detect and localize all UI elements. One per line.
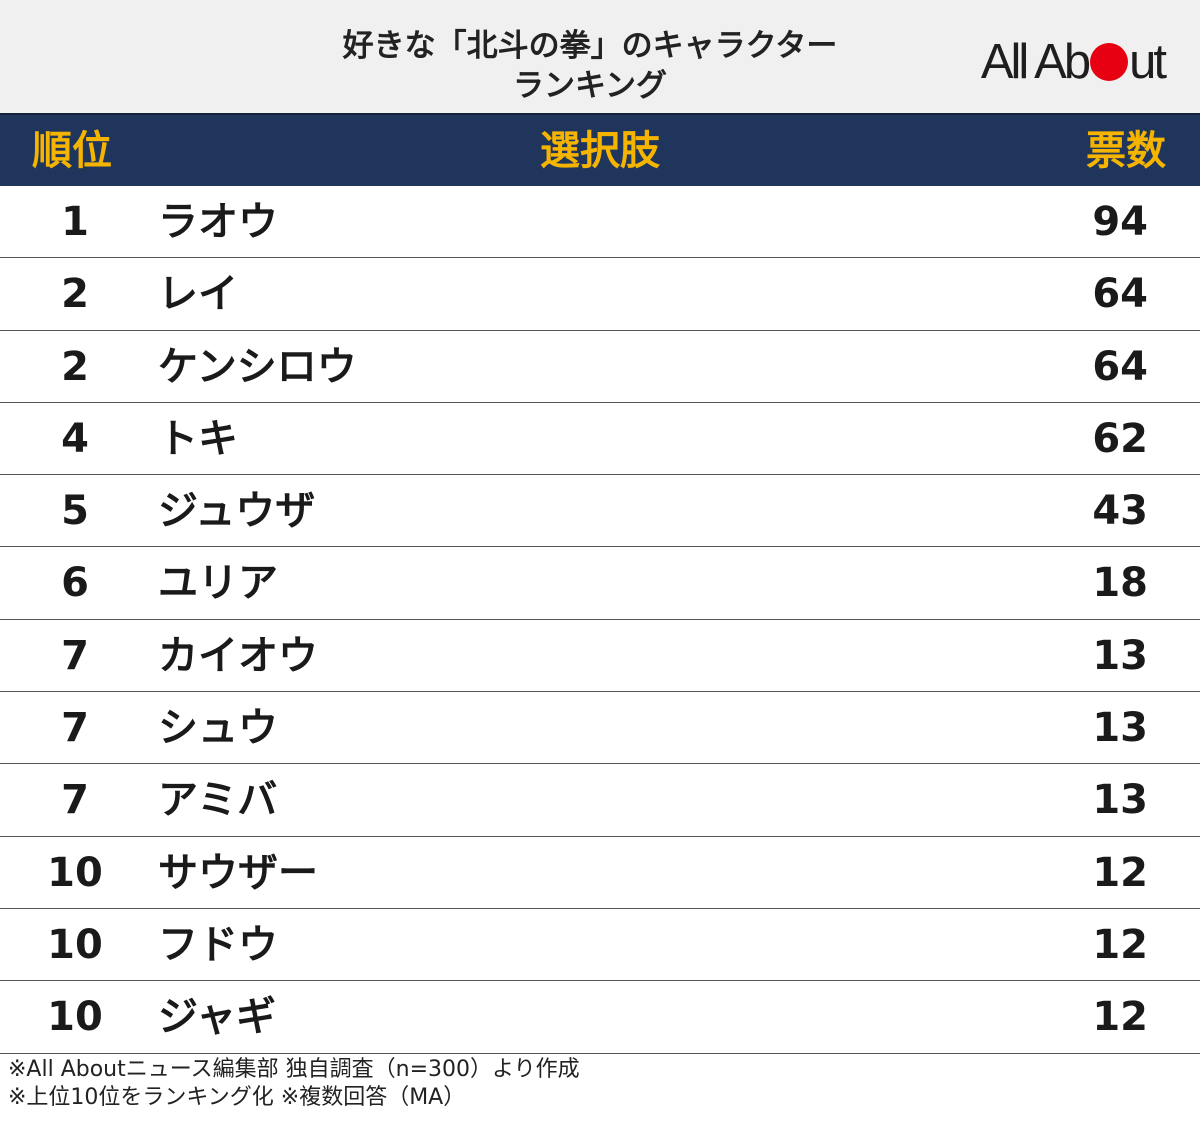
table-row: 7 アミバ 13 (0, 764, 1200, 837)
votes-cell: 13 (1092, 777, 1148, 824)
choice-cell: アミバ (158, 777, 278, 824)
footer-notes: ※All Aboutニュース編集部 独自調査（n=300）より作成 ※上位10位… (8, 1056, 580, 1112)
votes-cell: 12 (1092, 994, 1148, 1041)
table-row: 5 ジュウザ 43 (0, 475, 1200, 548)
table-row: 10 ジャギ 12 (0, 981, 1200, 1054)
votes-cell: 12 (1092, 849, 1148, 896)
choice-cell: フドウ (158, 921, 278, 968)
choice-cell: ケンシロウ (158, 343, 357, 390)
votes-cell: 64 (1092, 343, 1148, 390)
choice-cell: カイオウ (158, 632, 318, 679)
votes-cell: 18 (1092, 560, 1148, 607)
rank-cell: 10 (47, 921, 103, 968)
votes-cell: 12 (1092, 921, 1148, 968)
votes-cell: 94 (1092, 199, 1148, 245)
table-row: 7 カイオウ 13 (0, 620, 1200, 693)
table-row: 7 シュウ 13 (0, 692, 1200, 765)
rank-cell: 7 (61, 705, 89, 752)
choice-cell: トキ (158, 415, 238, 462)
rank-cell: 10 (47, 849, 103, 896)
rank-cell: 1 (61, 199, 89, 245)
rank-cell: 6 (61, 560, 89, 607)
choice-cell: ジュウザ (158, 488, 316, 535)
table-row: 10 サウザー 12 (0, 837, 1200, 909)
rank-cell: 2 (61, 271, 89, 318)
rank-cell: 10 (47, 994, 103, 1041)
footer-note-source: ※All Aboutニュース編集部 独自調査（n=300）より作成 (8, 1057, 580, 1082)
rank-cell: 7 (61, 777, 89, 824)
table-header: 順位 選択肢 票数 (0, 113, 1200, 186)
table-row: 1 ラオウ 94 (0, 186, 1200, 259)
column-header-choice: 選択肢 (540, 128, 660, 174)
logo-text-left: All Ab (980, 35, 1091, 89)
table-row: 10 フドウ 12 (0, 909, 1200, 982)
table-row: 6 ユリア 18 (0, 547, 1200, 620)
chart-title-line-1: 好きな「北斗の拳」のキャラクター (342, 28, 838, 64)
footer-note-method: ※上位10位をランキング化 ※複数回答（MA） (8, 1085, 466, 1110)
rank-cell: 7 (61, 632, 89, 679)
table-row: 4 トキ 62 (0, 403, 1200, 476)
column-header-votes: 票数 (1086, 128, 1166, 174)
votes-cell: 64 (1092, 271, 1148, 318)
logo-text-right: ut (1129, 35, 1167, 89)
chart-title-line-2: ランキング (512, 68, 668, 104)
ranking-table-body: 1 ラオウ 94 2 レイ 64 2 ケンシロウ 64 4 トキ 62 5 ジュウザ 43 6 ユリア 18 7 カイ… (0, 186, 1200, 1054)
table-row: 2 ケンシロウ 64 (0, 331, 1200, 403)
table-row: 2 レイ 64 (0, 258, 1200, 331)
votes-cell: 13 (1092, 705, 1148, 752)
column-header-rank: 順位 (32, 128, 112, 174)
choice-cell: ラオウ (158, 199, 278, 245)
title-area: 好きな「北斗の拳」のキャラクター ランキング All Ab ut (0, 0, 1200, 113)
rank-cell: 2 (61, 343, 89, 390)
rank-cell: 5 (61, 488, 89, 535)
all-about-logo: All Ab ut (981, 34, 1167, 89)
votes-cell: 62 (1092, 415, 1148, 462)
choice-cell: サウザー (158, 849, 318, 896)
choice-cell: ユリア (158, 560, 278, 607)
choice-cell: ジャギ (158, 994, 276, 1041)
choice-cell: シュウ (158, 705, 278, 752)
rank-cell: 4 (61, 415, 89, 462)
logo-red-dot-icon (1090, 43, 1129, 81)
votes-cell: 13 (1092, 632, 1148, 679)
choice-cell: レイ (158, 271, 238, 318)
votes-cell: 43 (1092, 488, 1148, 535)
